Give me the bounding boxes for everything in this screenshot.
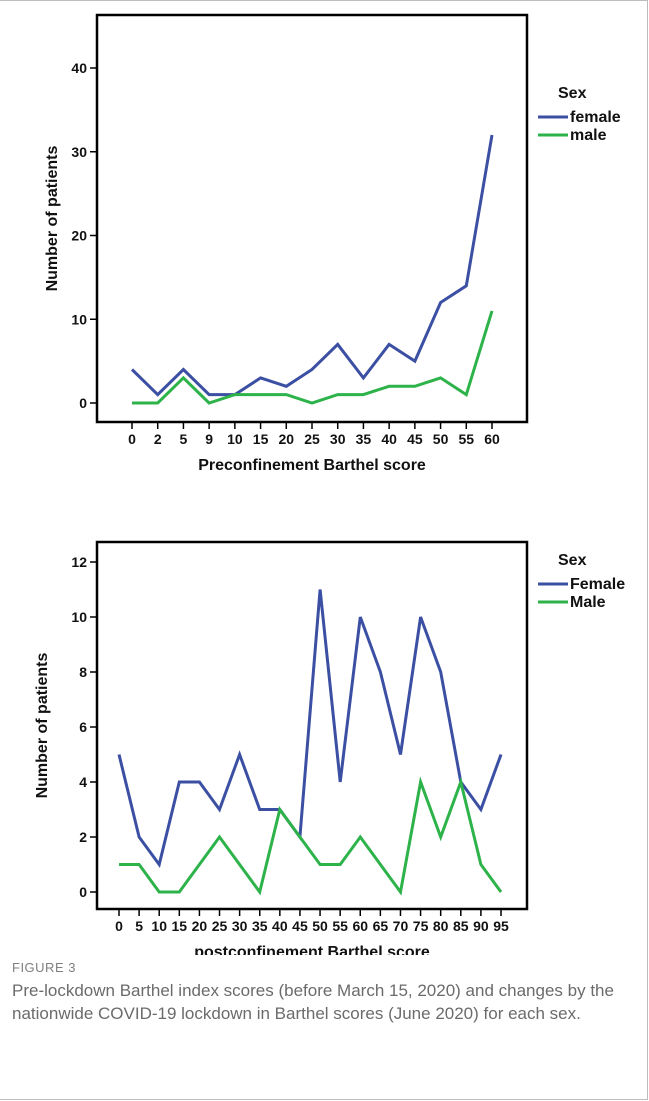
x-tick-label: 0 [128, 431, 136, 447]
y-tick-label: 6 [79, 719, 87, 735]
x-tick-label: 25 [212, 918, 228, 934]
series-line-male [119, 776, 503, 896]
legend-title: Sex [558, 85, 587, 102]
x-tick-label: 10 [151, 918, 167, 934]
x-tick-label: 35 [252, 918, 268, 934]
figure-caption: FIGURE 3 Pre-lockdown Barthel index scor… [12, 960, 632, 1025]
legend-label-female: female [570, 109, 621, 126]
legend-title: Sex [558, 552, 587, 569]
x-tick-label: 95 [493, 918, 509, 934]
x-axis-label: postconfinement Barthel score [194, 944, 430, 955]
x-tick-label: 20 [278, 431, 294, 447]
caption-label: FIGURE 3 [12, 960, 76, 975]
x-tick-label: 35 [356, 431, 372, 447]
series-line-female [130, 134, 494, 397]
x-axis-label: Preconfinement Barthel score [198, 457, 426, 474]
y-tick-label: 2 [79, 829, 87, 845]
legend-label-female: Female [570, 576, 625, 593]
y-tick-label: 10 [71, 609, 87, 625]
y-tick-label: 40 [71, 60, 87, 76]
x-tick-label: 25 [304, 431, 320, 447]
x-tick-label: 30 [330, 431, 346, 447]
series-line-male [132, 310, 494, 405]
x-tick-label: 75 [413, 918, 429, 934]
y-axis-label: Number of patients [44, 146, 61, 292]
x-tick-label: 90 [473, 918, 489, 934]
x-tick-label: 80 [433, 918, 449, 934]
x-tick-label: 55 [332, 918, 348, 934]
x-tick-label: 0 [115, 918, 123, 934]
x-tick-label: 9 [205, 431, 213, 447]
legend-label-male: Male [570, 594, 606, 611]
x-tick-label: 45 [407, 431, 423, 447]
x-tick-label: 60 [352, 918, 368, 934]
series-line-female [117, 589, 503, 868]
caption-text: Pre-lockdown Barthel index scores (befor… [12, 981, 614, 1023]
x-tick-label: 60 [484, 431, 500, 447]
x-tick-label: 85 [453, 918, 469, 934]
x-tick-label: 50 [433, 431, 449, 447]
x-tick-label: 50 [312, 918, 328, 934]
x-tick-label: 5 [180, 431, 188, 447]
x-tick-label: 20 [192, 918, 208, 934]
x-tick-label: 30 [232, 918, 248, 934]
x-tick-label: 10 [227, 431, 243, 447]
legend-label-male: male [570, 127, 607, 144]
x-tick-label: 5 [135, 918, 143, 934]
plot-area [95, 540, 529, 911]
plot-area [95, 13, 529, 424]
x-tick-label: 70 [393, 918, 409, 934]
x-tick-label: 15 [172, 918, 188, 934]
y-tick-label: 10 [71, 311, 87, 327]
x-tick-label: 65 [373, 918, 389, 934]
y-tick-label: 20 [71, 228, 87, 244]
y-axis-label: Number of patients [34, 653, 51, 799]
y-tick-label: 4 [79, 774, 87, 790]
x-tick-label: 2 [154, 431, 162, 447]
x-tick-label: 55 [458, 431, 474, 447]
x-tick-label: 40 [272, 918, 288, 934]
y-tick-label: 0 [79, 395, 87, 411]
y-tick-label: 0 [79, 884, 87, 900]
y-tick-label: 30 [71, 144, 87, 160]
x-tick-label: 15 [253, 431, 269, 447]
x-tick-label: 45 [292, 918, 308, 934]
y-tick-label: 12 [71, 554, 87, 570]
x-tick-label: 40 [381, 431, 397, 447]
y-tick-label: 8 [79, 664, 87, 680]
